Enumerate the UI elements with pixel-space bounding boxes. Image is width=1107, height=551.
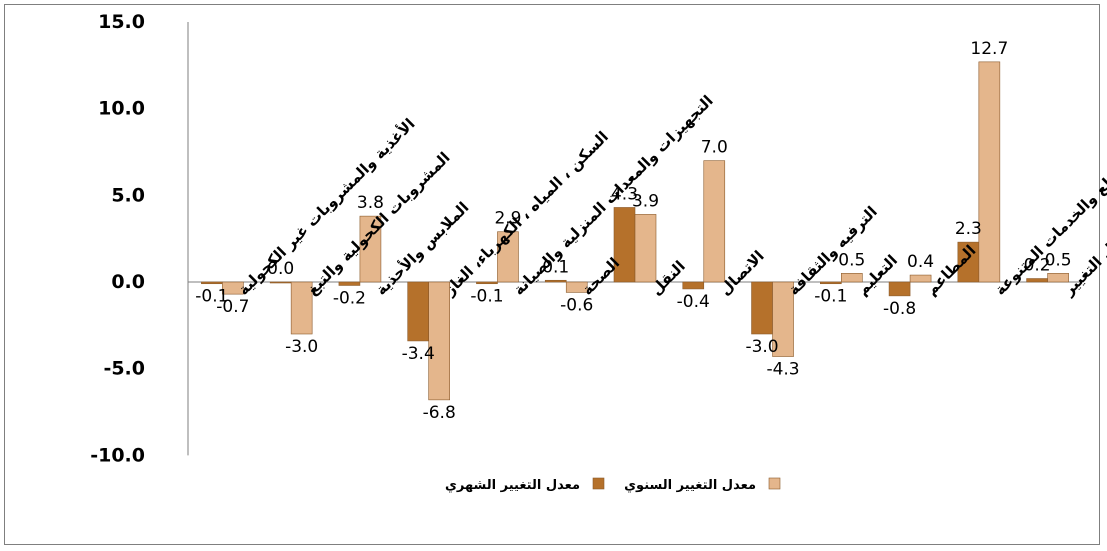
monthly-data-label: 0.1 <box>542 257 569 277</box>
annual-data-label: 12.7 <box>970 39 1008 59</box>
annual-data-label: 3.8 <box>357 193 384 213</box>
annual-data-label: 7.0 <box>701 138 728 158</box>
monthly-data-label: -0.1 <box>195 287 228 307</box>
legend-label-monthly: معدل التغيير الشهري <box>445 478 580 493</box>
annual-bar <box>222 281 244 295</box>
monthly-bar <box>407 281 429 342</box>
monthly-bar <box>682 281 705 290</box>
annual-data-label: 2.9 <box>494 209 521 229</box>
monthly-data-label: -0.4 <box>677 292 710 312</box>
annual-data-label: 0.4 <box>907 252 934 272</box>
monthly-bar <box>269 281 292 284</box>
monthly-data-label: -3.4 <box>402 344 435 364</box>
annual-bar <box>565 281 588 293</box>
annual-data-label: 0.5 <box>838 250 865 270</box>
monthly-bar <box>476 281 498 285</box>
legend-swatch-monthly <box>592 477 605 490</box>
bars <box>201 61 1069 401</box>
annual-bar <box>497 231 519 283</box>
annual-bar <box>841 273 863 283</box>
y-tick-label: 10.0 <box>98 98 145 120</box>
monthly-data-label: 2.3 <box>955 219 982 239</box>
chart-frame <box>4 4 1100 545</box>
monthly-data-label: -0.1 <box>470 287 503 307</box>
annual-bar <box>290 281 313 335</box>
y-tick-label: 15.0 <box>98 11 145 33</box>
annual-bar <box>1047 273 1069 283</box>
annual-bar <box>978 61 1001 283</box>
monthly-bar <box>338 281 361 286</box>
annual-data-label: -0.7 <box>216 297 249 317</box>
annual-data-label: -3.0 <box>285 337 318 357</box>
monthly-data-label: 0.2 <box>1024 256 1051 276</box>
legend-label-annual: معدل التغيير السنوي <box>624 478 756 493</box>
legend: معدل التغيير السنوي معدل التغيير الشهري <box>445 477 781 493</box>
monthly-bar <box>751 281 773 335</box>
monthly-data-label: 0.0 <box>267 259 294 279</box>
monthly-data-label: -0.8 <box>883 299 916 319</box>
monthly-bar <box>820 281 842 285</box>
annual-bar <box>359 215 382 283</box>
annual-bar <box>772 281 794 357</box>
y-tick-label: -5.0 <box>103 358 145 380</box>
annual-bar <box>428 281 450 401</box>
annual-data-label: 0.5 <box>1045 250 1072 270</box>
monthly-bar <box>544 279 567 283</box>
monthly-bar <box>1026 278 1048 283</box>
y-tick-label: -10.0 <box>90 444 145 466</box>
monthly-data-label: 4.3 <box>611 184 638 204</box>
annual-bar <box>634 214 657 283</box>
annual-data-label: 3.9 <box>632 191 659 211</box>
monthly-bar <box>888 281 911 297</box>
y-tick-label: 5.0 <box>111 184 145 206</box>
annual-bar <box>909 274 932 283</box>
legend-swatch-annual <box>768 477 781 490</box>
monthly-data-label: -0.1 <box>814 287 847 307</box>
monthly-data-label: -0.2 <box>333 288 366 308</box>
annual-data-label: -4.3 <box>766 360 799 380</box>
monthly-bar <box>201 281 223 285</box>
axes: 15.0 10.0 5.0 0.0 -5.0 -10.0 <box>90 11 1082 466</box>
annual-bar <box>703 160 726 283</box>
y-tick-label: 0.0 <box>111 271 145 293</box>
annual-data-label: -0.6 <box>560 295 593 315</box>
annual-data-label: -6.8 <box>423 403 456 423</box>
data-labels: -0.10.0-0.2-3.4-0.10.14.3-0.4-3.0-0.1-0.… <box>195 39 1071 423</box>
monthly-data-label: -3.0 <box>745 337 778 357</box>
